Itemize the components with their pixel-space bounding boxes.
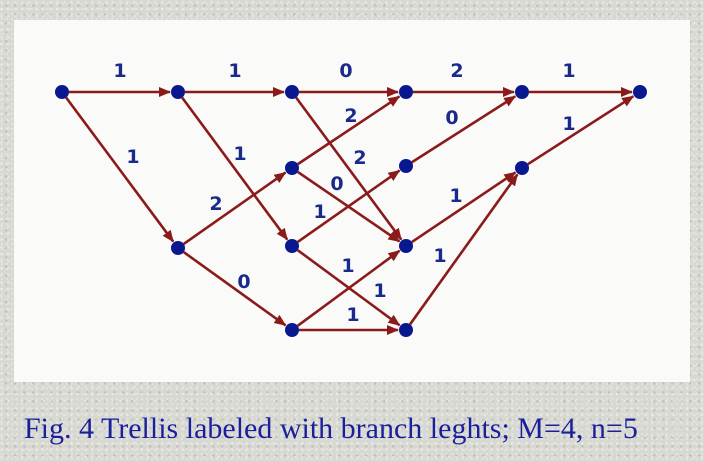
branch-length-label: 1 <box>341 255 354 277</box>
trellis-node-n3_2 <box>399 239 413 253</box>
trellis-node-n0_0 <box>55 85 69 99</box>
branch-length-label: 1 <box>449 185 462 207</box>
nodes-layer <box>55 85 647 337</box>
branch-n1_2-n2_3 <box>182 251 287 327</box>
branch-length-label: 2 <box>344 105 357 127</box>
trellis-node-n3_0 <box>399 85 413 99</box>
branch-n3_2-n4_1 <box>411 171 517 244</box>
trellis-node-n3_1 <box>399 159 413 173</box>
trellis-node-n1_2 <box>171 241 185 255</box>
branch-length-label: 1 <box>126 146 139 168</box>
branch-length-label: 0 <box>237 271 250 293</box>
branch-length-label: 1 <box>228 60 241 82</box>
branch-length-label: 2 <box>353 147 366 169</box>
branch-n1_0-n2_2 <box>181 96 289 241</box>
branch-n4_1-n5_0 <box>527 95 635 166</box>
branch-length-label: 2 <box>209 193 222 215</box>
branch-length-label: 0 <box>339 60 352 82</box>
trellis-node-n4_1 <box>515 161 529 175</box>
branch-n2_2-n3_1 <box>296 169 401 244</box>
trellis-node-n3_3 <box>399 323 413 337</box>
branch-length-label: 1 <box>562 113 575 135</box>
trellis-node-n2_2 <box>285 239 299 253</box>
edges-layer <box>65 87 635 335</box>
branch-length-label: 1 <box>313 201 326 223</box>
branch-length-label: 2 <box>450 60 463 82</box>
trellis-node-n2_0 <box>285 85 299 99</box>
branch-length-label: 1 <box>233 143 246 165</box>
trellis-node-n5_0 <box>633 85 647 99</box>
branch-length-label: 1 <box>562 60 575 82</box>
trellis-node-n2_3 <box>285 323 299 337</box>
figure-caption: Fig. 4 Trellis labeled with branch leght… <box>24 412 638 445</box>
branch-length-label: 1 <box>346 304 359 326</box>
branch-n0_0-n1_2 <box>65 96 175 243</box>
trellis-node-n4_0 <box>515 85 529 99</box>
branch-length-label: 1 <box>373 280 386 302</box>
branch-length-label: 1 <box>433 245 446 267</box>
trellis-node-n2_1 <box>285 161 299 175</box>
branch-length-label: 1 <box>113 60 126 82</box>
diagram-panel <box>14 20 690 382</box>
branch-n3_3-n4_1 <box>409 173 519 326</box>
branch-n2_1-n3_0 <box>297 95 401 166</box>
branch-n2_3-n3_2 <box>296 249 401 327</box>
branch-length-label: 0 <box>445 107 458 129</box>
branch-n3_1-n4_0 <box>411 95 517 164</box>
branch-n1_2-n2_1 <box>182 171 287 246</box>
branch-n2_0-n3_2 <box>295 96 403 241</box>
branch-length-label: 0 <box>330 173 343 195</box>
trellis-node-n1_0 <box>171 85 185 99</box>
